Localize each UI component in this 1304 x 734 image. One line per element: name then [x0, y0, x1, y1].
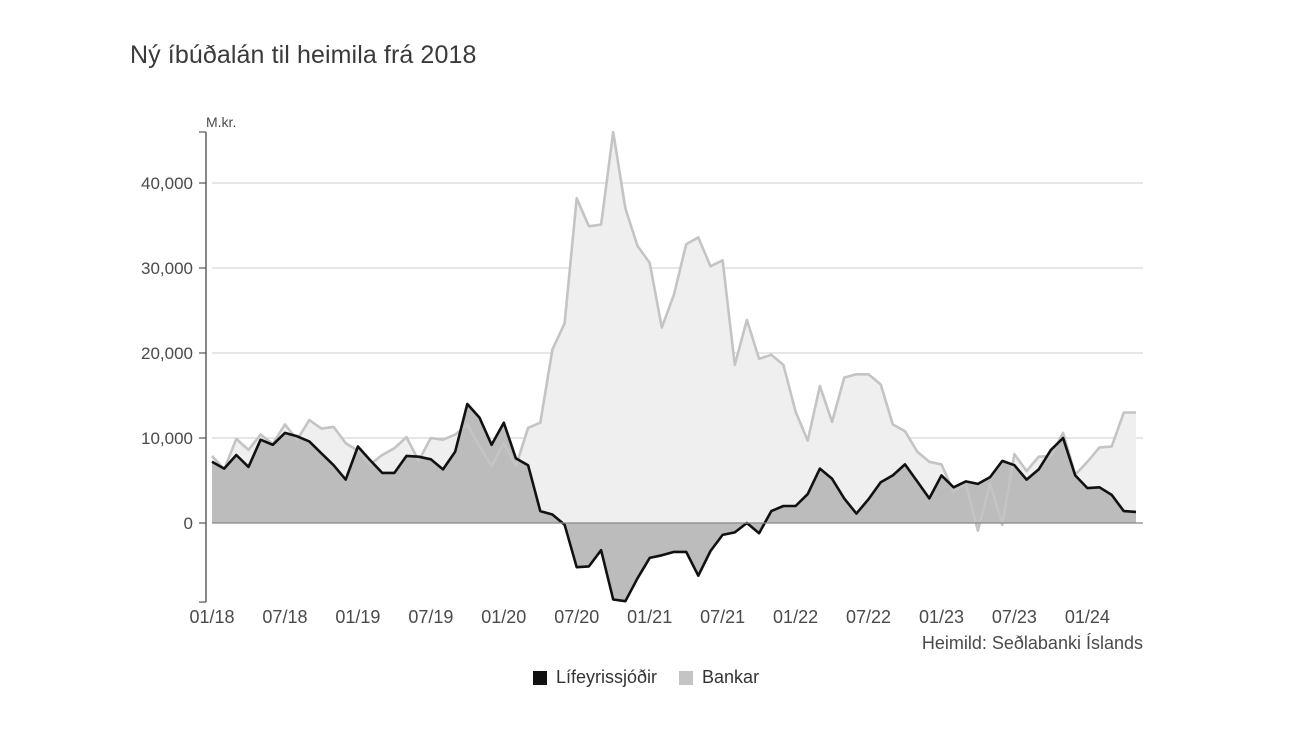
source-note: Heimild: Seðlabanki Íslands: [922, 633, 1143, 653]
x-tick-label: 01/18: [189, 607, 234, 627]
legend-label-banks: Bankar: [702, 667, 760, 687]
legend-label-pension: Lífeyrissjóðir: [556, 667, 658, 687]
x-tick-label: 01/23: [919, 607, 964, 627]
legend-swatch-pension: [533, 670, 547, 685]
series-line-banks: [211, 130, 1136, 532]
series-line-pension: [211, 402, 1137, 603]
x-tick-label: 07/18: [262, 607, 307, 627]
y-tick-label: 30,000: [141, 259, 193, 278]
x-tick-label: 01/19: [335, 607, 380, 627]
y-tick-label: 10,000: [141, 429, 193, 448]
x-tick-label: 07/19: [408, 607, 453, 627]
x-tick-label: 01/24: [1065, 607, 1110, 627]
legend-swatch-banks: [679, 670, 694, 685]
y-tick-label: 0: [184, 514, 193, 533]
y-tick-label: 40,000: [141, 174, 193, 193]
x-tick-label: 07/21: [700, 607, 745, 627]
legend-item-pension[interactable]: Lífeyrissjóðir: [533, 667, 657, 688]
legend: Lífeyrissjóðir Bankar: [533, 667, 781, 688]
x-tick-label: 01/21: [627, 607, 672, 627]
chart-title: Ný íbúðalán til heimila frá 2018: [130, 41, 477, 69]
label-layer: 0 10,000 20,000 30,000 40,000 M.kr. 01/18 07/18…: [141, 114, 1143, 653]
y-axis-label: M.kr.: [206, 114, 236, 130]
x-tick-label: 01/22: [773, 607, 818, 627]
x-tick-label: 07/23: [992, 607, 1037, 627]
series-layer: [211, 130, 1137, 603]
x-tick-label: 01/20: [481, 607, 526, 627]
legend-item-banks[interactable]: Bankar: [679, 667, 759, 688]
y-tick-label: 20,000: [141, 344, 193, 363]
series-area-pension: [212, 404, 1136, 602]
x-tick-label: 07/20: [554, 607, 599, 627]
axis-layer: [199, 131, 1143, 603]
x-tick-label: 07/22: [846, 607, 891, 627]
series-area-banks: [212, 132, 1136, 531]
